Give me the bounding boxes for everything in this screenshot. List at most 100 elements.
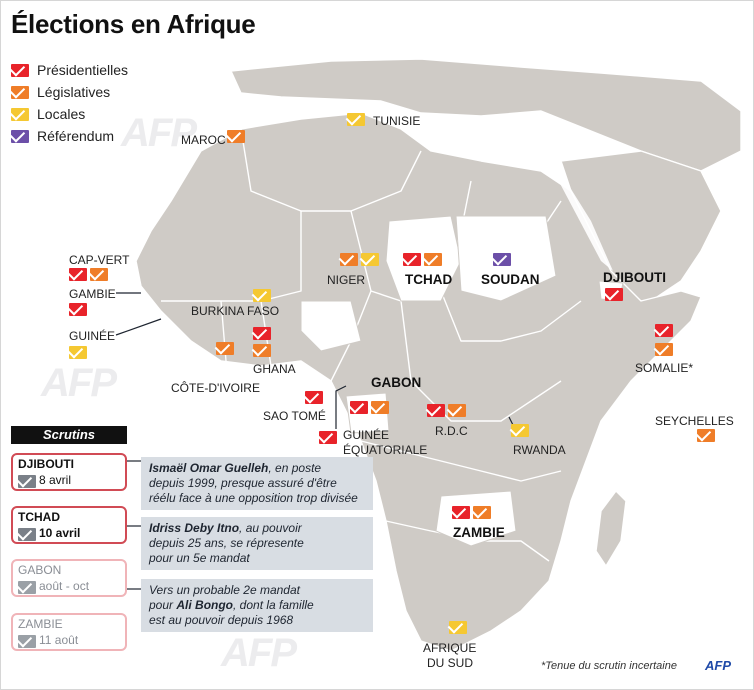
envelope-icon [18,528,36,541]
envelope-icon [69,268,87,281]
zambie-envelopes [452,506,491,519]
timeline-item-zambie: ZAMBIE 11 août [11,613,127,651]
afp-logo: AFP [705,658,731,673]
envelope-icon [90,268,108,281]
envelope-icon [11,63,29,77]
legend-item-presidential: Présidentielles [11,59,128,81]
envelope-icon [452,506,470,519]
border-line [360,440,562,482]
country-label-gambie: GAMBIE [69,287,116,301]
country-label-gabon: GABON [371,375,422,390]
border-line [440,290,582,342]
country-label-tunisie: TUNISIE [373,114,421,128]
envelope-icon [18,635,36,648]
note-name: Idriss Deby Itno [149,521,240,535]
country-label-burkina-faso: BURKINA FASO [191,304,280,318]
country-label-afrique-sud-2: DU SUD [427,656,474,670]
guinee-eq-envelopes [319,431,337,444]
country-label-tchad: TCHAD [405,272,453,287]
timeline-country: DJIBOUTI [18,457,75,471]
country-label-guinee: GUINÉE [69,329,116,343]
somalie-top-envelopes [655,324,673,337]
envelope-icon [227,130,245,143]
envelope-icon [347,113,365,126]
country-label-cote-divoire: CÔTE-D'IVOIRE [171,381,260,395]
legend-item-referendum: Référendum [11,125,128,147]
timeline-date: 10 avril [39,526,81,540]
note-text: depuis 1999, presque assuré d'être [149,476,337,490]
cap-vert-envelopes [69,268,108,281]
soudan-envelopes [493,253,511,266]
legend-item-local: Locales [11,103,128,125]
note-text: pour un 5e mandat [149,551,250,565]
tunisie-envelopes [347,113,365,126]
note-tchad: Idriss Deby Itno, au pouvoir depuis 25 a… [141,517,373,570]
burkina-envelopes [253,289,271,302]
timeline-item-djibouti: DJIBOUTI 8 avril [11,453,127,491]
maroc-envelopes [227,130,245,143]
nigeria-highlight [300,300,362,352]
envelope-icon [253,344,271,357]
gabon-pointer [335,385,347,429]
map-title: Élections en Afrique [11,9,256,39]
envelope-icon [11,129,29,143]
country-label-sao-tome: SAO TOMÉ [263,409,326,423]
envelope-icon [69,303,87,316]
envelope-icon [69,346,87,359]
note-text: pour [149,598,177,612]
envelope-icon [11,85,29,99]
timeline-header: Scrutins [11,426,127,444]
envelope-icon [340,253,358,266]
envelope-icon [350,401,368,414]
gambie-envelopes [69,303,87,316]
envelope-icon [605,288,623,301]
legend-label: Référendum [37,128,115,144]
country-label-cap-vert: CAP-VERT [69,253,130,267]
envelope-icon [371,401,389,414]
guinee-pointer [115,318,162,336]
envelope-icon [655,343,673,356]
envelope-icon [493,253,511,266]
country-label-rwanda: RWANDA [513,443,566,457]
envelope-icon [253,289,271,302]
legend: Présidentielles Législatives Locales Réf… [11,59,128,147]
timeline-item-tchad: TCHAD 10 avril [11,506,127,544]
somalie-envelopes [655,343,673,356]
ghana-envelopes [253,344,271,357]
rwanda-envelopes [511,424,529,437]
afrique-sud-envelopes [449,621,467,634]
watermark-3: AFP [221,631,297,675]
envelope-icon [655,324,673,337]
envelope-icon [361,253,379,266]
note-name: Ismaël Omar Guelleh [149,461,269,475]
country-label-guinee-eq-2: ÉQUATORIALE [343,443,428,457]
envelope-icon [448,404,466,417]
timeline-date: 11 août [39,633,79,647]
border-line [400,300,562,422]
country-label-ghana: GHANA [253,362,296,376]
envelope-icon [253,327,271,340]
envelope-icon [11,107,29,121]
envelope-icon [511,424,529,437]
note-text: réélu face à une opposition trop divisée [149,491,358,505]
note-name: Ali Bongo [176,598,234,612]
timeline-country: ZAMBIE [18,617,63,631]
madagascar-shape [595,490,627,567]
djibouti-envelopes [605,288,623,301]
sao-tome-envelopes [305,391,323,404]
envelope-icon [305,391,323,404]
envelope-icon [473,506,491,519]
envelope-icon [424,253,442,266]
envelope-icon [403,253,421,266]
guinee-envelopes [69,346,87,359]
tchad-envelopes [403,253,442,266]
cote-divoire-envelopes [216,342,234,355]
seychelles-envelopes [697,429,715,442]
country-label-maroc: MAROC [181,133,226,147]
country-label-guinee-eq: GUINÉE [343,428,390,442]
envelope-icon [216,342,234,355]
envelope-icon [18,475,36,488]
africa-continent [135,112,702,652]
country-label-niger: NIGER [327,273,366,287]
